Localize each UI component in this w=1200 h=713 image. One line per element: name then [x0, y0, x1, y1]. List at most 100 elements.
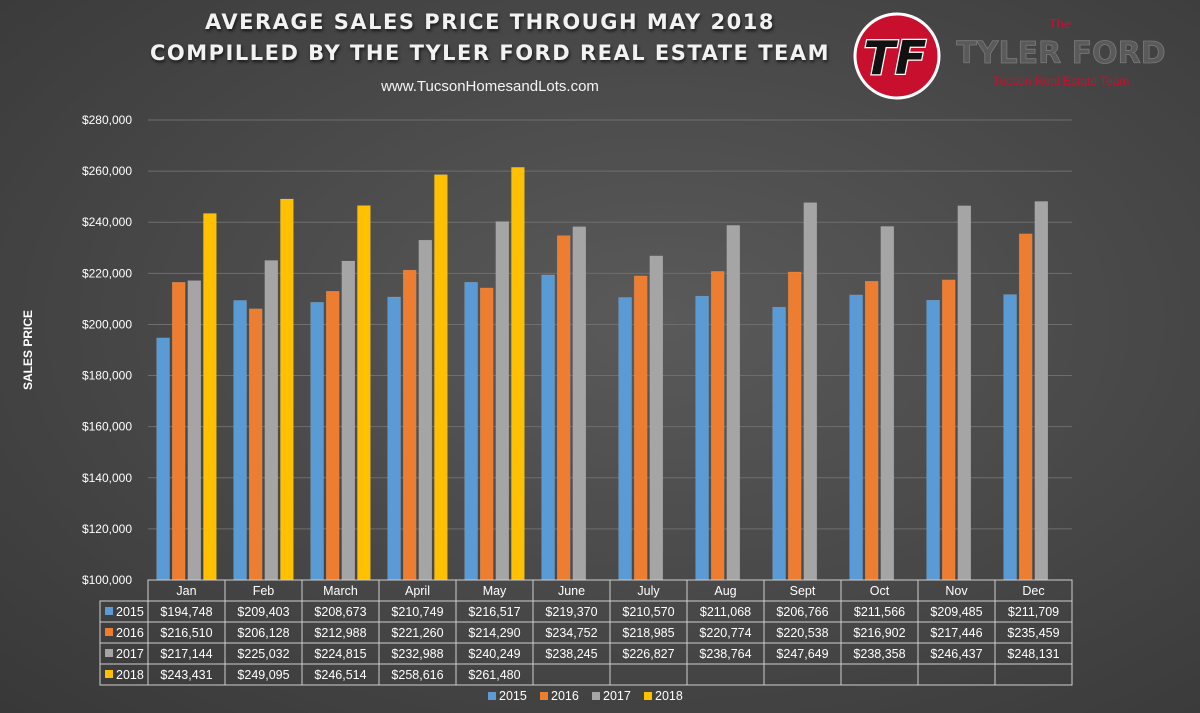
y-tick-label: $100,000 [82, 573, 132, 587]
bar-2018 [511, 167, 525, 581]
bar-2016 [556, 235, 571, 581]
bar-2017 [187, 280, 202, 581]
category-label: Oct [870, 584, 890, 598]
legend-label: 2018 [655, 689, 683, 703]
y-tick-label: $280,000 [82, 113, 132, 127]
series-label: 2018 [116, 668, 144, 682]
data-label: $232,988 [391, 647, 443, 661]
bar-2016 [479, 287, 494, 581]
data-label: $238,764 [699, 647, 751, 661]
legend-key-2015 [105, 607, 113, 615]
bar-2017 [649, 255, 664, 581]
bar-2015 [387, 296, 401, 581]
bar-2017 [572, 226, 587, 581]
data-label: $261,480 [468, 668, 520, 682]
category-label: July [637, 584, 660, 598]
bar-2018 [357, 205, 371, 581]
data-label: $234,752 [545, 626, 597, 640]
bar-2017 [418, 239, 433, 581]
legend-key-2016 [105, 628, 113, 636]
bar-2018 [434, 174, 448, 581]
bar-2016 [402, 269, 417, 581]
category-label: Sept [790, 584, 816, 598]
bar-2016 [787, 271, 802, 581]
legend-label: 2016 [551, 689, 579, 703]
data-label: $238,245 [545, 647, 597, 661]
category-label: April [405, 584, 430, 598]
data-label: $246,437 [930, 647, 982, 661]
y-tick-label: $260,000 [82, 164, 132, 178]
website-url: www.TucsonHomesandLots.com [381, 78, 599, 95]
series-label: 2016 [116, 626, 144, 640]
data-label: $206,128 [237, 626, 289, 640]
bar-2015 [849, 294, 863, 581]
legend-swatch-2016 [540, 692, 548, 700]
category-label: May [483, 584, 507, 598]
data-label: $209,485 [930, 605, 982, 619]
data-label: $258,616 [391, 668, 443, 682]
logo-monogram: TF [864, 31, 927, 85]
data-label: $211,068 [700, 605, 751, 619]
data-label: $226,827 [622, 647, 674, 661]
data-label: $209,403 [237, 605, 289, 619]
data-label: $216,517 [468, 605, 520, 619]
category-label: Nov [945, 584, 968, 598]
data-label: $210,749 [391, 605, 443, 619]
data-label: $216,902 [853, 626, 905, 640]
bar-2017 [880, 226, 895, 581]
data-label: $194,748 [160, 605, 212, 619]
data-label: $246,514 [314, 668, 366, 682]
bar-2018 [203, 213, 217, 581]
data-label: $211,709 [1008, 605, 1059, 619]
data-label: $243,431 [160, 668, 212, 682]
category-label: Feb [253, 584, 275, 598]
bar-2016 [171, 282, 186, 581]
data-label: $211,566 [854, 605, 905, 619]
legend-swatch-2018 [644, 692, 652, 700]
logo-tagline: Tucson Real Estate Team [993, 74, 1130, 88]
data-label: $220,774 [699, 626, 751, 640]
data-label: $206,766 [776, 605, 828, 619]
data-label: $212,988 [314, 626, 366, 640]
data-label: $217,144 [160, 647, 212, 661]
bar-2015 [772, 306, 786, 581]
data-label: $219,370 [545, 605, 597, 619]
data-label: $247,649 [776, 647, 828, 661]
data-label: $221,260 [391, 626, 443, 640]
series-label: 2017 [116, 647, 144, 661]
bar-2015 [156, 337, 170, 581]
data-label: $216,510 [160, 626, 212, 640]
legend-swatch-2017 [592, 692, 600, 700]
bar-2015 [541, 274, 555, 581]
bar-2016 [710, 271, 725, 581]
bar-2016 [325, 291, 340, 581]
y-tick-label: $160,000 [82, 420, 132, 434]
y-tick-label: $120,000 [82, 522, 132, 536]
bar-2015 [618, 297, 632, 581]
y-tick-label: $220,000 [82, 266, 132, 280]
category-label: March [323, 584, 358, 598]
logo-the: The [1049, 16, 1071, 31]
bar-2015 [1003, 294, 1017, 581]
chart-title: AVERAGE SALES PRICE THROUGH MAY 2018 [205, 10, 775, 34]
bar-2015 [926, 299, 940, 581]
bar-2017 [341, 260, 356, 581]
bar-2016 [864, 281, 879, 581]
bar-2017 [264, 260, 279, 581]
bar-2015 [310, 302, 324, 581]
data-label: $224,815 [314, 647, 366, 661]
y-tick-label: $200,000 [82, 317, 132, 331]
bar-2015 [233, 300, 247, 581]
category-label: June [558, 584, 585, 598]
bar-2016 [941, 279, 956, 581]
logo-badge [853, 12, 941, 100]
bar-2017 [803, 202, 818, 581]
tyler-ford-logo: TF The TYLER FORD Tucson Real Estate Tea… [853, 12, 1166, 100]
data-label: $220,538 [776, 626, 828, 640]
data-label: $248,131 [1007, 647, 1059, 661]
y-tick-label: $240,000 [82, 215, 132, 229]
bar-2016 [248, 308, 263, 581]
legend-key-2018 [105, 670, 113, 678]
chart-subtitle: COMPILLED BY THE TYLER FORD REAL ESTATE … [149, 41, 831, 65]
